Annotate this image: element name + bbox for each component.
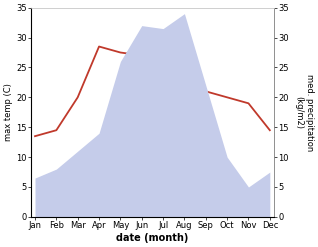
Y-axis label: max temp (C): max temp (C) — [4, 83, 13, 141]
X-axis label: date (month): date (month) — [116, 233, 189, 243]
Y-axis label: med. precipitation
(kg/m2): med. precipitation (kg/m2) — [294, 74, 314, 151]
